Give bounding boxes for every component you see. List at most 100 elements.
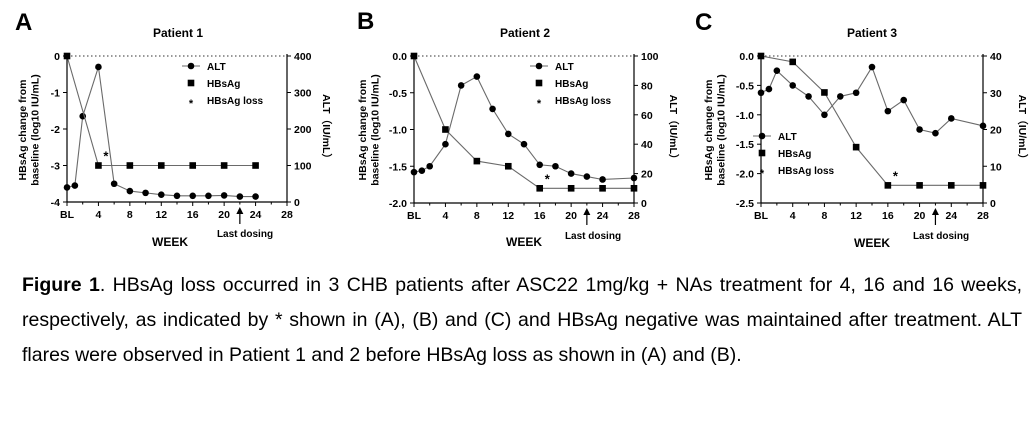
legend-hbsag-label: HBsAg — [555, 79, 588, 90]
x-tick-label: 8 — [127, 209, 133, 221]
x-tick-label: 4 — [96, 209, 102, 221]
y-left-tick-label: -2.0 — [389, 198, 407, 210]
panel-letter: C — [695, 9, 712, 36]
hbsag-data-point — [410, 52, 418, 60]
x-tick-label: BL — [407, 210, 422, 222]
y-right-tick-label: 20 — [641, 169, 653, 181]
legend-loss-label: HBsAg loss — [778, 166, 835, 177]
hbsag-data-point — [536, 185, 544, 192]
hbsag-data-point — [757, 52, 765, 60]
alt-data-point — [765, 85, 773, 93]
legend-loss-marker: * — [760, 168, 765, 180]
hbsag-loss-marker: * — [893, 168, 899, 183]
last-dosing-arrow-head — [931, 208, 939, 215]
y-axis-left-label-line: HBsAg change from — [703, 80, 715, 181]
legend-hbsag-label: HBsAg — [207, 79, 240, 90]
legend-hbsag-marker — [535, 79, 543, 87]
legend-loss-label: HBsAg loss — [555, 96, 612, 107]
y-left-tick-label: -1.5 — [389, 161, 407, 173]
x-tick-label: 4 — [443, 210, 449, 222]
alt-data-point — [536, 161, 544, 169]
x-tick-label: 8 — [474, 210, 480, 222]
panel-letter: A — [15, 9, 32, 36]
hbsag-data-point — [979, 182, 987, 189]
alt-data-point — [884, 107, 892, 115]
y-left-tick-label: 0 — [54, 51, 60, 63]
hbsag-data-point — [63, 52, 71, 60]
x-tick-label: 16 — [187, 209, 199, 221]
x-tick-label: 24 — [945, 210, 957, 222]
alt-data-point — [852, 89, 860, 97]
y-right-tick-label: 400 — [294, 51, 312, 63]
alt-data-point — [71, 182, 79, 189]
last-dosing-label: Last dosing — [565, 231, 621, 242]
chart-title: Patient 3 — [847, 26, 897, 40]
caption-label: Figure 1 — [22, 274, 100, 296]
x-tick-label: 28 — [977, 210, 989, 222]
x-tick-label: 12 — [155, 209, 167, 221]
caption-text: . HBsAg loss occurred in 3 CHB patients … — [22, 274, 1022, 366]
alt-data-point — [630, 174, 638, 182]
y-right-tick-label: 0 — [294, 197, 300, 209]
hbsag-data-point — [220, 162, 228, 169]
alt-series-line — [760, 65, 984, 134]
figure-charts: A Patient 1BL 4 8 12 16 20 24 280-1-2-3-4 0100200… — [15, 8, 1029, 250]
y-left-tick-label: -0.5 — [389, 88, 407, 100]
y-right-tick-label: 40 — [990, 51, 1002, 63]
last-dosing-label: Last dosing — [217, 229, 273, 240]
hbsag-data-point — [852, 143, 860, 151]
last-dosing-arrow-head — [236, 207, 244, 214]
alt-data-point — [979, 122, 987, 130]
hbsag-data-point — [789, 58, 797, 66]
alt-data-point — [473, 73, 481, 80]
legend-alt-marker — [535, 62, 543, 70]
alt-data-point — [932, 129, 939, 137]
y-right-tick-label: 300 — [294, 88, 312, 100]
hbsag-data-point — [567, 185, 575, 192]
alt-data-point — [110, 180, 118, 188]
y-left-tick-label: -1 — [51, 88, 60, 100]
hbsag-loss-marker: * — [103, 149, 109, 164]
alt-data-point — [757, 89, 765, 97]
y-right-tick-label: 100 — [294, 161, 312, 173]
alt-data-point — [442, 140, 449, 148]
legend-hbsag-marker — [187, 79, 195, 87]
x-tick-label: 24 — [250, 209, 262, 221]
x-tick-label: BL — [754, 210, 769, 222]
alt-data-point — [504, 130, 512, 138]
alt-data-point — [252, 193, 259, 200]
hbsag-data-point — [252, 162, 259, 169]
alt-data-point — [552, 162, 559, 170]
x-tick-label: 16 — [534, 210, 546, 222]
x-tick-label: 20 — [218, 209, 230, 221]
alt-data-point — [173, 192, 181, 200]
y-axis-left-label: HBsAg change frombaseline (log10 IU/mL) — [703, 74, 728, 185]
y-left-tick-label: 0.0 — [392, 51, 407, 63]
x-axis-label: WEEK — [152, 235, 188, 249]
chart-title: Patient 1 — [153, 26, 203, 40]
last-dosing-label: Last dosing — [913, 231, 969, 242]
alt-data-point — [583, 173, 591, 180]
y-left-tick-label: -2.5 — [736, 198, 754, 210]
last-dosing-arrow-head — [583, 208, 591, 215]
hbsag-data-point — [947, 182, 955, 189]
chart-title: Patient 2 — [500, 26, 550, 40]
alt-data-point — [418, 167, 426, 174]
hbsag-data-point — [126, 162, 134, 169]
y-axis-right-label: ALT（IU/mL） — [667, 95, 680, 165]
x-axis-label: WEEK — [854, 236, 890, 250]
alt-data-point — [457, 82, 465, 89]
hbsag-loss-marker: * — [545, 171, 551, 186]
y-left-tick-label: -2.0 — [736, 169, 754, 181]
legend-alt-label: ALT — [778, 132, 797, 143]
hbsag-data-point — [821, 89, 828, 96]
hbsag-data-point — [189, 162, 197, 169]
alt-data-point — [805, 93, 812, 100]
hbsag-data-point — [884, 182, 892, 189]
x-axis-label: WEEK — [506, 235, 542, 249]
alt-data-point — [599, 176, 606, 183]
y-right-tick-label: 60 — [641, 110, 653, 122]
legend-loss-marker: * — [537, 98, 542, 110]
y-axis-left-label-line: baseline (log10 IU/mL) — [370, 74, 382, 185]
alt-data-point — [567, 170, 575, 177]
